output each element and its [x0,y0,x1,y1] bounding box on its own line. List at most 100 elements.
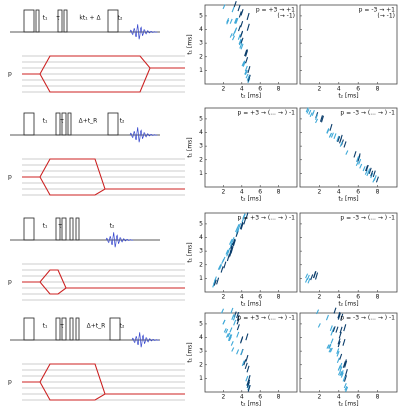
signal-streak [340,372,344,378]
signal-streak [244,69,248,76]
signal-streak [365,165,369,172]
signal-streak [235,17,239,24]
x-axis-label: t₂ [ms] [241,93,261,100]
pulse [55,112,61,136]
signal-streak [240,349,244,356]
signal-streak [336,357,340,364]
signal-streak [239,43,243,49]
signal-streak [309,112,313,118]
x-axis-label: t₂ [ms] [338,401,358,408]
pulse-label: τ [58,223,62,230]
x-tick-label: 6 [356,294,360,301]
x-tick-label: 6 [356,86,360,93]
signal-streak [337,370,341,376]
pulse-label: kt₁ + Δ [79,15,101,22]
signal-streak [232,35,236,41]
spectrum-frame [204,4,298,85]
y-tick-label: 2 [199,53,203,60]
signal-streak [344,386,348,391]
signal-streak [229,33,233,38]
p-label: p [8,174,12,181]
signal-streak [340,370,344,376]
signal-streak [329,325,333,331]
signal-streak [372,170,376,178]
signal-streak [232,239,236,247]
signal-streak [342,375,346,382]
signal-streak [227,332,231,338]
y-tick-label: 1 [199,170,203,177]
pulse-label: τ [60,323,64,330]
signal-streak [236,349,240,355]
signal-streak [226,18,230,23]
signal-streak [311,109,315,116]
signal-streak [229,327,233,333]
x-tick-label: 8 [376,294,380,301]
x-tick-label: 4 [337,86,341,93]
signal-streak [338,331,342,339]
signal-streak [237,25,241,32]
signal-streak [231,347,235,352]
spectrum-frame [299,4,398,85]
x-tick-label: 2 [221,86,225,93]
fid [105,232,134,248]
signal-streak [240,222,244,230]
signal-streak [241,360,245,367]
signal-streak [310,274,314,281]
signal-streak [366,171,370,177]
signal-streak [246,75,250,81]
signal-streak [245,212,249,220]
signal-streak [245,57,249,64]
spectrum-frame [299,312,398,393]
y-axis-label: t₁ [ms] [187,137,194,157]
pathway-label: p = -3 → (... → ) -1 [340,215,395,222]
pulse-label: τ [56,15,60,22]
signal-streak [239,222,243,230]
x-axis-label: t₂ [ms] [241,401,261,408]
signal-streak [236,318,240,325]
p-label: p [8,71,12,78]
signal-streak [216,277,220,285]
pulse [23,217,35,241]
signal-streak [234,17,238,24]
signal-streak [357,153,361,161]
signal-streak [336,348,340,355]
p-label: p [8,379,12,386]
x-tick-label: 6 [356,394,360,401]
pulse-label: t₂ [118,15,123,22]
signal-streak [237,4,241,12]
signal-streak [234,18,238,24]
signal-streak [364,170,368,175]
pathway-label: p = +3 → (... → ) -1 [238,215,296,222]
pulse [23,317,35,341]
signal-streak [333,307,337,314]
signal-streak [355,161,359,166]
signal-streak [229,241,233,247]
signal-streak [345,386,349,393]
x-tick-label: 6 [258,294,262,301]
signal-streak [339,371,343,377]
signal-streak [330,132,334,138]
signal-streak [342,338,346,346]
y-tick-label: 1 [199,375,203,382]
signal-streak [247,384,251,392]
x-tick-label: 6 [356,189,360,196]
y-tick-label: 3 [199,248,203,255]
x-tick-label: 4 [240,394,244,401]
y-tick-label: 4 [199,334,203,341]
spectrum-frame [204,212,298,293]
pathway [22,269,185,289]
pathway [22,363,185,395]
signal-streak [223,261,227,269]
pulse [107,112,119,136]
signal-streak [335,326,339,333]
pulse [55,217,61,241]
signal-streak [238,223,242,229]
signal-streak [328,343,332,349]
pathway-label: p = -3 → (... → ) -1 [340,110,395,117]
signal-streak [240,9,244,16]
spectrum-frame [299,212,398,293]
signal-streak [222,319,226,325]
pulse-label: t₂ [120,323,125,330]
signal-streak [247,74,251,82]
pulse [69,317,74,341]
